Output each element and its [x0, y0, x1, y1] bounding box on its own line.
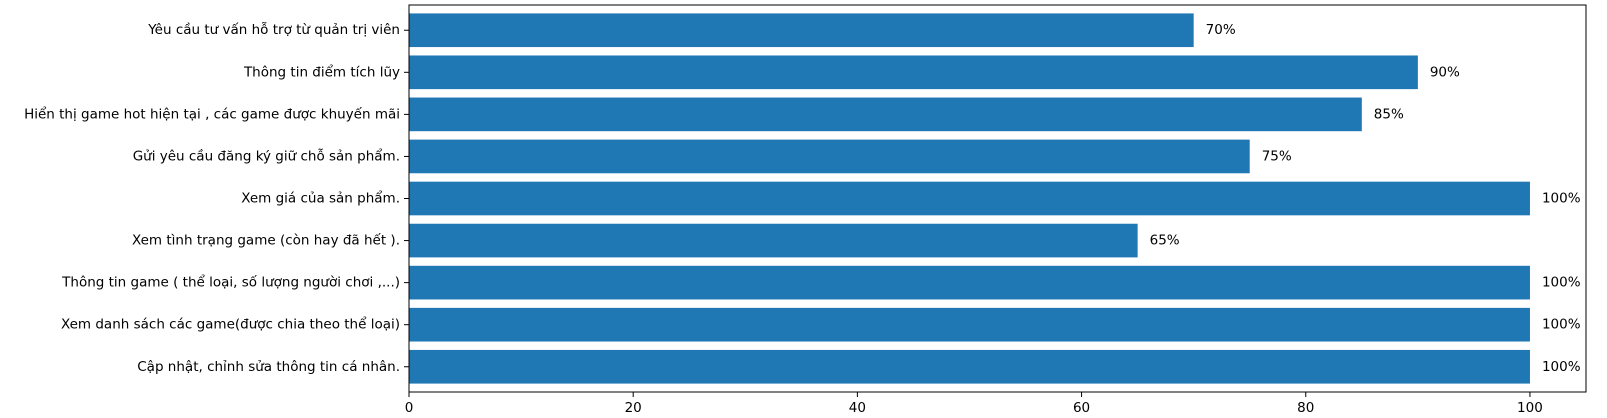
category-label: Hiển thị game hot hiện tại , các game đư… [24, 105, 400, 122]
x-tick-label: 0 [405, 400, 414, 416]
category-label: Xem tình trạng game (còn hay đã hết ). [132, 232, 400, 249]
data-label: 85% [1374, 106, 1404, 122]
category-label: Xem danh sách các game(được chia theo th… [61, 316, 400, 333]
bar [409, 97, 1362, 132]
x-tick-label: 40 [849, 400, 866, 416]
bar [409, 349, 1530, 384]
data-label: 100% [1542, 359, 1581, 375]
bar [409, 223, 1138, 258]
category-label: Thông tin game ( thể loại, số lượng ngườ… [61, 274, 400, 291]
category-label: Yêu cầu tư vấn hỗ trợ từ quản trị viên [147, 21, 400, 38]
bar [409, 13, 1194, 48]
x-axis-ticks: 0 20 40 60 80 100 [405, 392, 1543, 416]
plot-frame [408, 4, 1587, 393]
data-label: 100% [1542, 317, 1581, 333]
data-labels: 100% 100% 100% 65% 100% 75% 85% 90% 70% [1150, 22, 1581, 375]
data-label: 70% [1206, 22, 1236, 38]
data-label: 90% [1430, 64, 1460, 80]
category-label: Xem giá của sản phẩm. [241, 190, 400, 207]
data-label: 100% [1542, 275, 1581, 291]
category-label: Cập nhật, chỉnh sửa thông tin cá nhân. [137, 359, 400, 375]
data-label: 65% [1150, 233, 1180, 249]
data-label: 100% [1542, 191, 1581, 207]
x-tick-label: 100 [1517, 400, 1543, 416]
x-tick-label: 80 [1297, 400, 1314, 416]
bar [409, 307, 1530, 342]
bar [409, 139, 1250, 174]
bar [409, 265, 1530, 300]
data-label: 75% [1262, 148, 1292, 164]
bar [409, 55, 1418, 90]
category-labels: Cập nhật, chỉnh sửa thông tin cá nhân. Xe… [24, 21, 409, 375]
bar [409, 181, 1530, 216]
x-tick-label: 60 [1073, 400, 1090, 416]
bars-group [409, 13, 1530, 384]
category-label: Thông tin điểm tích lũy [243, 63, 400, 80]
x-tick-label: 20 [625, 400, 642, 416]
category-label: Gửi yêu cầu đăng ký giữ chỗ sản phẩm. [133, 147, 400, 164]
